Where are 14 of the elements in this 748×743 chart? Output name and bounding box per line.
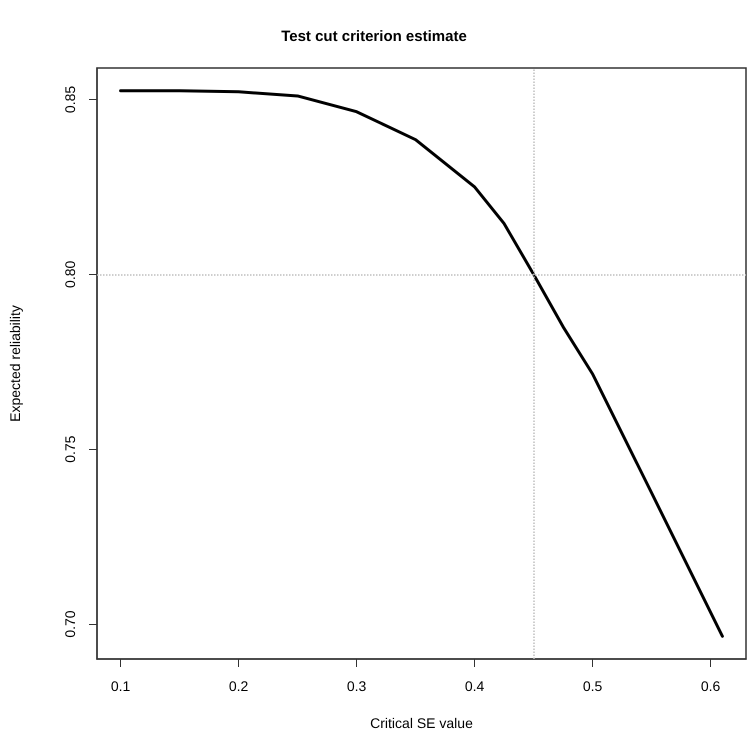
x-axis-title: Critical SE value xyxy=(370,715,474,731)
y-axis-title: Expected reliability xyxy=(7,305,23,422)
x-tick-label: 0.3 xyxy=(346,678,367,694)
y-tick-label: 0.70 xyxy=(62,610,78,638)
line-series xyxy=(119,89,724,638)
x-tick-label: 0.5 xyxy=(582,678,603,694)
chart-title: Test cut criterion estimate xyxy=(281,28,467,45)
y-tick-label: 0.85 xyxy=(62,86,78,114)
x-tick-label: 0.1 xyxy=(110,678,131,694)
x-tick-label: 0.4 xyxy=(464,678,485,694)
y-tick-label: 0.80 xyxy=(62,260,78,288)
x-tick-label: 0.2 xyxy=(228,678,249,694)
y-tick-label: 0.75 xyxy=(62,435,78,463)
x-tick-label: 0.6 xyxy=(700,678,721,694)
